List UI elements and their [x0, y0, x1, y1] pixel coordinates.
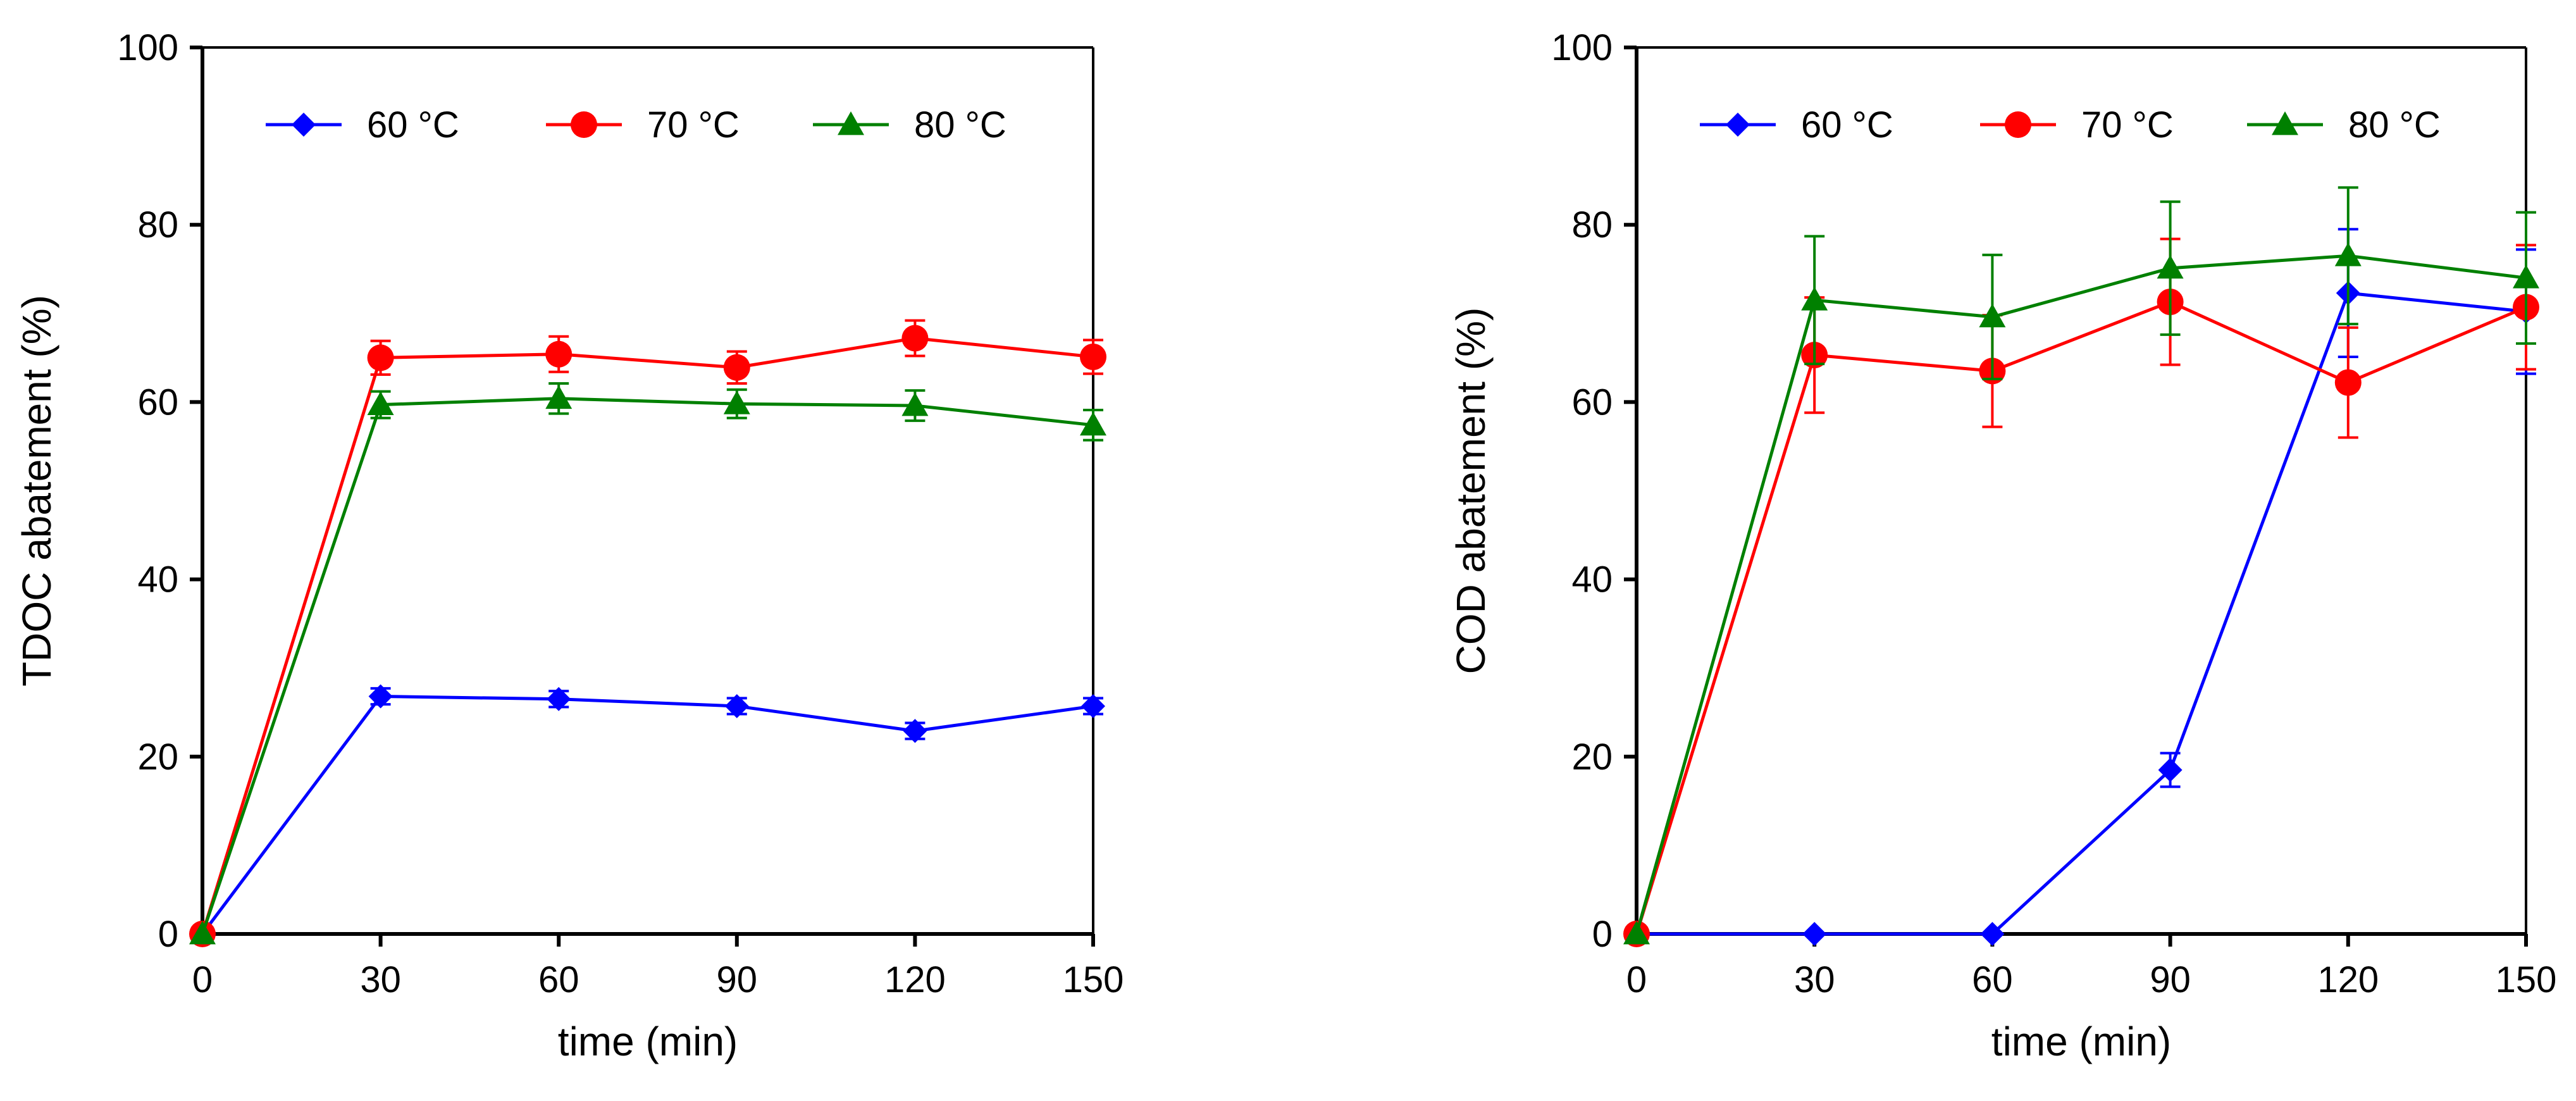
cod-y-axis-title: COD abatement (%) [1448, 308, 1494, 675]
cod-legend-60-c-label: 60 °C [1801, 104, 1893, 146]
cod-series-60-c-point [2158, 757, 2183, 782]
tdoc-legend-60-c-label: 60 °C [367, 104, 459, 146]
cod-series-80-c-point [1801, 287, 1828, 311]
tdoc-chart-panel: 0 20 40 60 80 100 0 30 60 90 120 150 time (min) TDOC … [14, 27, 1124, 1064]
cod-series-60-c-line [1637, 291, 2527, 936]
cod-series-80-c-line [1635, 254, 2527, 935]
cod-series-70-c-point [2334, 369, 2362, 396]
tdoc-series-60-c-point [368, 684, 393, 709]
tdoc-series-80-c-point [1080, 411, 1106, 436]
tdoc-y-tick-label: 100 [117, 27, 178, 68]
tdoc-legend-80-c-label: 80 °C [914, 104, 1006, 146]
tdoc-x-tick-label: 90 [717, 959, 758, 1000]
tdoc-series-70-c-point [901, 325, 929, 352]
cod-y-tick-label: 100 [1551, 27, 1613, 68]
tdoc-series-80-c-point [545, 385, 573, 409]
tdoc-y-tick-label: 40 [137, 559, 178, 600]
cod-x-tick-label: 30 [1794, 959, 1835, 1000]
tdoc-legend-70-c-label: 70 °C [647, 104, 740, 146]
tdoc-series-80-c-point [367, 391, 394, 415]
tdoc-y-tick-label: 0 [158, 914, 178, 955]
tdoc-series-70-c-point [723, 354, 750, 381]
cod-x-tick-label: 120 [2317, 959, 2379, 1000]
cod-series-60-c-point [1802, 922, 1827, 946]
tdoc-series-80-c-point [901, 392, 929, 416]
tdoc-x-tick-label: 0 [192, 959, 213, 1000]
tdoc-x-tick-label: 60 [538, 959, 579, 1000]
cod-y-tick-label: 60 [1571, 382, 1613, 423]
tdoc-series-70-c-point [367, 344, 394, 371]
cod-legend-80-c-label: 80 °C [2348, 104, 2441, 146]
tdoc-series-70-c-line [201, 337, 1094, 935]
cod-x-tick-label: 150 [2496, 959, 2557, 1000]
cod-series-80-c-point [1623, 921, 1650, 945]
tdoc-y-tick-label: 60 [137, 382, 178, 423]
tdoc-y-tick-label: 20 [137, 737, 178, 778]
tdoc-legend-70-c-marker [571, 111, 597, 138]
tdoc-series-60-c-point [547, 687, 571, 711]
cod-x-tick-label: 90 [2150, 959, 2191, 1000]
tdoc-series-80-c-point [189, 921, 216, 945]
cod-series-60-c-point [1980, 922, 2005, 946]
tdoc-legend-60-c-marker [292, 113, 316, 137]
cod-series-70-c-line [1635, 300, 2527, 935]
tdoc-legend-80-c-marker [838, 111, 864, 135]
cod-x-axis-title: time (min) [1991, 1019, 2171, 1064]
cod-chart-panel: 0 20 40 60 80 100 0 30 60 90 120 150 time (min) COD a… [1448, 27, 2556, 1064]
cod-legend-70-c-marker [2005, 111, 2031, 138]
tdoc-x-tick-label: 30 [360, 959, 401, 1000]
tdoc-series-70-c-point [1080, 343, 1106, 370]
cod-x-tick-label: 0 [1626, 959, 1647, 1000]
tdoc-y-axis-title: TDOC abatement (%) [14, 295, 59, 687]
tdoc-x-axis-title: time (min) [558, 1019, 738, 1064]
cod-legend-60-c-marker [1726, 113, 1750, 137]
cod-series-80-c-point [2334, 242, 2362, 266]
cod-series-80-c-point [1979, 303, 2006, 328]
cod-y-tick-label: 20 [1571, 737, 1613, 778]
cod-series-80-c-point [2157, 254, 2184, 279]
tdoc-series-80-c-line [201, 397, 1094, 935]
tdoc-series-60-c-point [724, 694, 749, 718]
tdoc-series-60-c-point [903, 719, 927, 743]
tdoc-series-70-c-point [545, 340, 573, 368]
tdoc-x-tick-label: 150 [1063, 959, 1124, 1000]
cod-y-tick-label: 0 [1592, 914, 1613, 955]
cod-legend-80-c-marker [2272, 111, 2298, 135]
cod-legend-70-c-label: 70 °C [2081, 104, 2174, 146]
tdoc-x-tick-label: 120 [884, 959, 946, 1000]
tdoc-series-60-c-line [201, 695, 1094, 935]
tdoc-y-tick-label: 80 [137, 204, 178, 246]
cod-y-tick-label: 80 [1571, 204, 1613, 246]
cod-series-80-c-point [2513, 264, 2539, 289]
cod-x-tick-label: 60 [1972, 959, 2013, 1000]
cod-y-tick-label: 40 [1571, 559, 1613, 600]
tdoc-series-80-c-point [723, 390, 750, 414]
tdoc-series-60-c-point [1081, 694, 1105, 718]
